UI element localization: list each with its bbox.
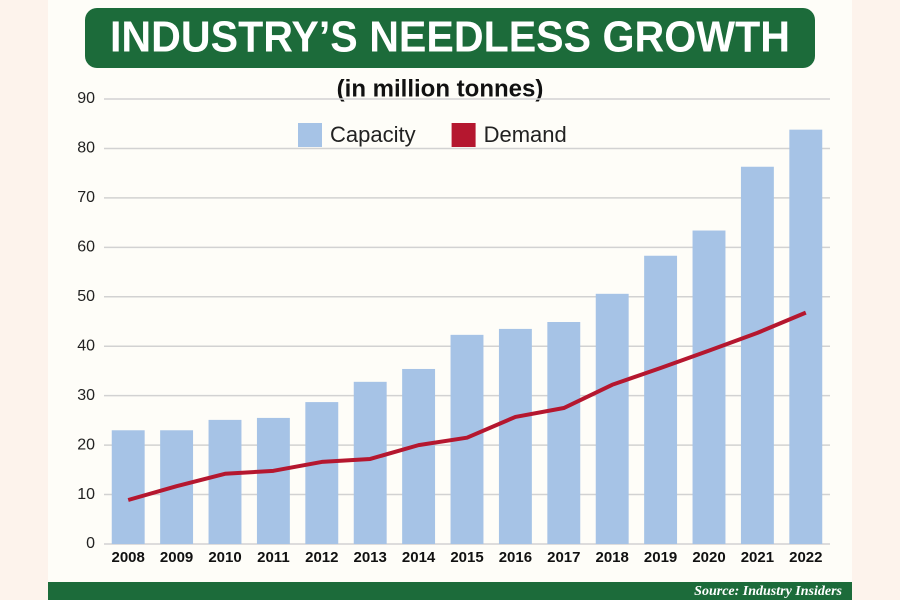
legend-label: Capacity	[330, 122, 416, 147]
y-tick-label: 70	[77, 189, 95, 206]
source: Source: Industry Insiders	[694, 584, 842, 599]
x-tick-label: 2020	[692, 549, 725, 566]
bar	[644, 255, 678, 544]
chart-subtitle: (in million tonnes)	[337, 75, 544, 102]
bar	[353, 381, 387, 544]
legend-swatch	[451, 123, 476, 147]
bar	[498, 328, 532, 544]
x-tick-label: 2017	[547, 549, 580, 566]
y-tick-label: 50	[77, 288, 95, 305]
bar	[208, 419, 242, 544]
x-tick-label: 2014	[402, 549, 436, 566]
bar	[402, 368, 436, 544]
x-tick-label: 2012	[305, 549, 338, 566]
x-tick-label: 2022	[789, 549, 822, 566]
y-tick-label: 80	[77, 140, 95, 157]
x-tick-label: 2019	[644, 549, 677, 566]
x-tick-label: 2011	[257, 549, 290, 566]
x-tick-label: 2015	[450, 549, 483, 566]
title-banner	[85, 8, 815, 68]
bar	[595, 293, 629, 544]
x-tick-label: 2013	[354, 549, 387, 566]
x-tick-label: 2018	[596, 549, 629, 566]
y-tick-label: 10	[77, 486, 95, 503]
bar	[789, 129, 823, 544]
y-tick-label: 0	[86, 535, 95, 552]
x-tick-label: 2009	[160, 549, 193, 566]
y-tick-label: 20	[77, 436, 95, 453]
y-tick-label: 90	[77, 90, 95, 107]
bar	[692, 230, 726, 544]
x-tick-label: 2016	[499, 549, 532, 566]
legend-label: Demand	[484, 122, 567, 147]
y-tick-label: 40	[77, 337, 95, 354]
x-tick-label: 2021	[741, 549, 774, 566]
bar	[547, 321, 581, 544]
footer-bar	[48, 582, 852, 600]
x-tick-label: 2008	[112, 549, 145, 566]
y-tick-label: 60	[77, 239, 95, 256]
bar	[256, 417, 290, 544]
y-tick-label: 30	[77, 387, 95, 404]
x-tick-label: 2010	[208, 549, 241, 566]
bar	[111, 430, 145, 544]
chart-title: INDUSTRY’S NEEDLESS GROWTH	[110, 13, 790, 62]
bar	[305, 402, 339, 544]
bar	[740, 166, 774, 544]
line	[127, 310, 807, 502]
legend-swatch	[298, 123, 322, 147]
